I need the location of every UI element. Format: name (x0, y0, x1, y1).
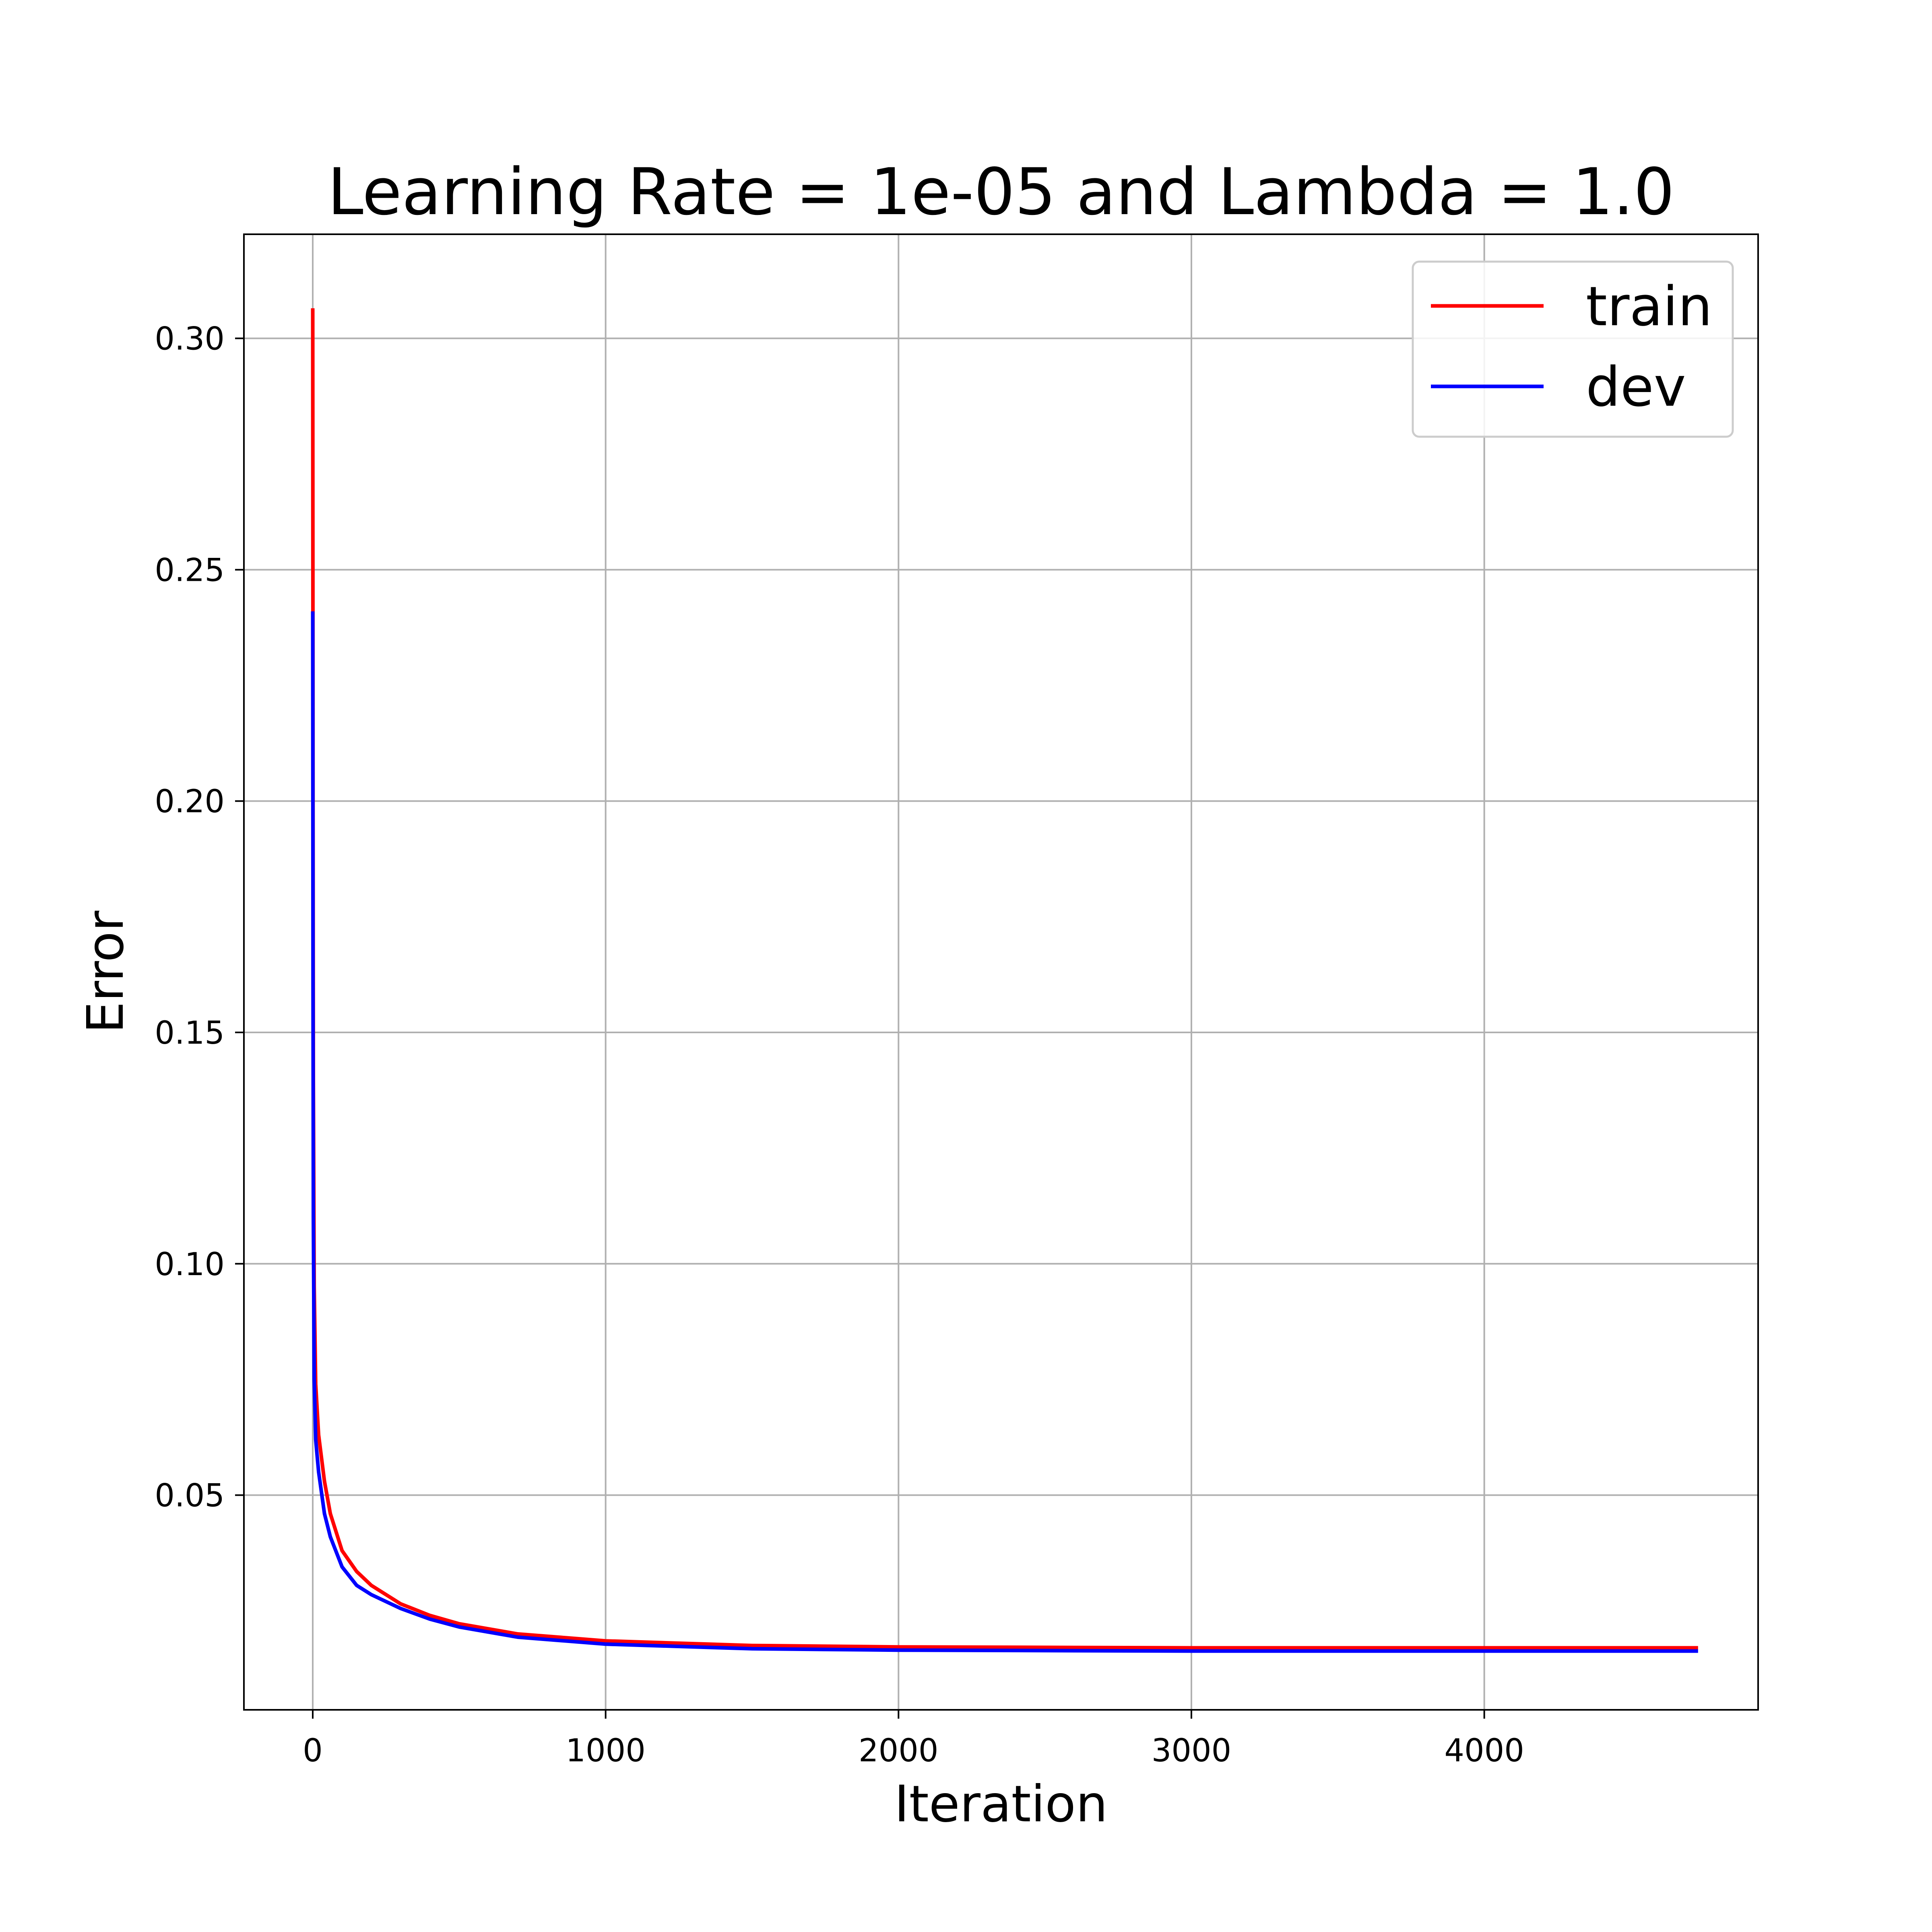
chart-title: Learning Rate = 1e-05 and Lambda = 1.0 (328, 154, 1675, 229)
legend-label-train: train (1586, 275, 1712, 338)
y-tick-label: 0.15 (155, 1015, 225, 1051)
y-tick-label: 0.25 (155, 552, 225, 588)
y-axis-label: Error (76, 910, 135, 1033)
series-lines (311, 308, 1698, 1653)
ticks: 0 1000 2000 3000 4000 0.05 0.10 0.15 0.20 0.25 0.3… (155, 321, 1524, 1769)
x-tick-label: 3000 (1152, 1733, 1232, 1769)
series-line-dev (311, 611, 1698, 1653)
x-tick-label: 1000 (566, 1733, 646, 1769)
x-tick-label: 0 (303, 1733, 323, 1769)
y-tick-label: 0.30 (155, 321, 225, 357)
x-tick-label: 2000 (859, 1733, 939, 1769)
legend-label-dev: dev (1586, 355, 1686, 419)
y-tick-label: 0.10 (155, 1247, 225, 1283)
y-tick-label: 0.05 (155, 1478, 225, 1514)
x-tick-label: 4000 (1444, 1733, 1524, 1769)
plot-frame (243, 233, 1759, 1711)
legend: train dev (1412, 260, 1734, 438)
y-tick-label: 0.20 (155, 784, 225, 820)
x-axis-label: Iteration (894, 1775, 1108, 1833)
